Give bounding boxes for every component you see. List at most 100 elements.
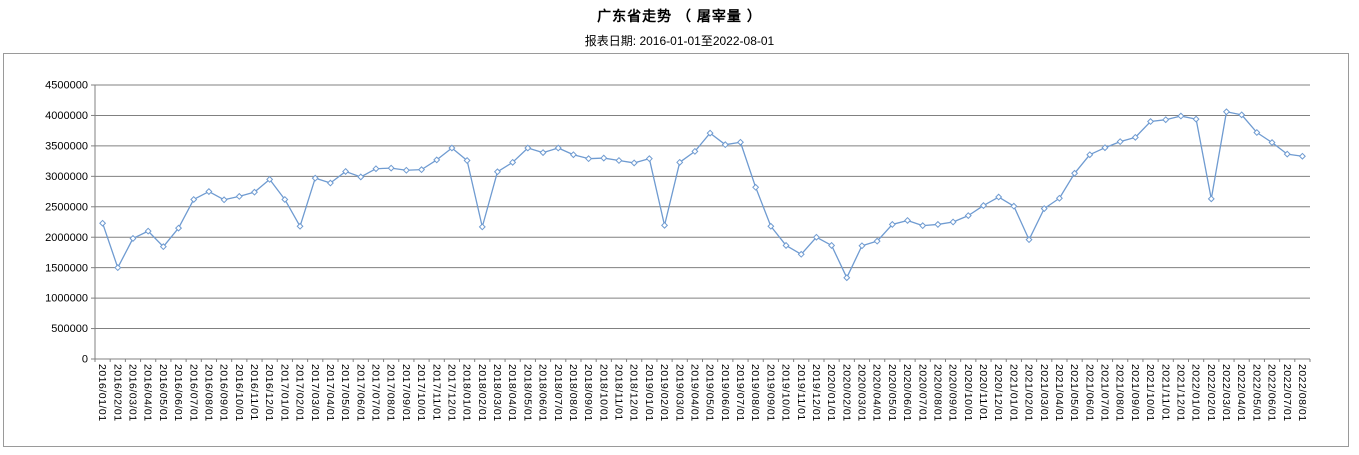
x-tick-label: 2021/07/01 [1099, 364, 1111, 422]
x-tick-label: 2018/08/01 [567, 364, 579, 422]
x-tick-label: 2017/09/01 [400, 364, 412, 422]
data-point-marker [1086, 151, 1094, 159]
data-point-marker [250, 188, 258, 196]
data-point-marker [342, 167, 350, 175]
x-tick-label: 2017/08/01 [385, 364, 397, 422]
x-tick-label: 2018/11/01 [613, 364, 625, 421]
data-point-marker [205, 188, 213, 196]
data-point-marker [1192, 115, 1200, 123]
x-tick-label: 2016/04/01 [142, 364, 154, 422]
data-point-marker [949, 218, 957, 226]
data-point-marker [828, 241, 836, 249]
x-tick-label: 2016/06/01 [172, 364, 184, 422]
x-tick-label: 2016/05/01 [157, 364, 169, 422]
data-point-marker [220, 196, 228, 204]
data-point-marker [858, 242, 866, 250]
x-tick-label: 2016/10/01 [233, 364, 245, 422]
data-point-marker [311, 174, 319, 182]
y-tick-label: 0 [82, 354, 88, 366]
data-point-marker [995, 193, 1003, 201]
data-point-marker [645, 155, 653, 163]
x-tick-label: 2021/06/01 [1083, 364, 1095, 422]
x-tick-label: 2018/09/01 [582, 364, 594, 422]
data-point-marker [372, 165, 380, 173]
x-tick-label: 2018/06/01 [537, 364, 549, 422]
x-tick-label: 2020/07/01 [916, 364, 928, 422]
y-tick-label: 500000 [51, 323, 88, 335]
data-point-marker [752, 183, 760, 191]
x-tick-label: 2020/11/01 [977, 364, 989, 421]
y-tick-label: 2500000 [45, 201, 88, 213]
x-tick-label: 2019/06/01 [719, 364, 731, 422]
x-tick-label: 2018/12/01 [628, 364, 640, 422]
data-point-marker [888, 220, 896, 228]
x-tick-label: 2016/09/01 [218, 364, 230, 422]
data-point-marker [266, 175, 274, 183]
x-tick-label: 2020/04/01 [871, 364, 883, 422]
x-tick-label: 2022/07/01 [1281, 364, 1293, 422]
x-tick-label: 2018/07/01 [552, 364, 564, 422]
data-point-marker [509, 158, 517, 166]
data-point-marker [1116, 138, 1124, 146]
x-tick-label: 2016/08/01 [202, 364, 214, 422]
data-point-marker [1207, 195, 1215, 203]
x-tick-label: 2016/02/01 [111, 364, 123, 422]
data-point-marker [190, 195, 198, 203]
data-point-marker [706, 129, 714, 137]
x-tick-label: 2017/10/01 [415, 364, 427, 422]
data-point-marker [1268, 139, 1276, 147]
data-point-marker [114, 264, 122, 272]
x-tick-label: 2020/02/01 [840, 364, 852, 422]
x-tick-label: 2017/12/01 [445, 364, 457, 422]
x-tick-label: 2020/01/01 [825, 364, 837, 422]
data-point-marker [1177, 112, 1185, 120]
x-tick-label: 2021/02/01 [1023, 364, 1035, 422]
data-point-marker [296, 222, 304, 230]
data-point-marker [129, 234, 137, 242]
data-point-marker [767, 222, 775, 230]
y-tick-label: 4000000 [45, 110, 88, 122]
data-point-marker [175, 224, 183, 232]
x-tick-label: 2019/12/01 [810, 364, 822, 422]
x-tick-label: 2022/04/01 [1235, 364, 1247, 422]
x-tick-label: 2020/08/01 [931, 364, 943, 422]
x-tick-label: 2021/08/01 [1114, 364, 1126, 422]
x-tick-label: 2019/10/01 [780, 364, 792, 422]
data-point-marker [812, 233, 820, 241]
y-tick-label: 1000000 [45, 293, 88, 305]
x-tick-label: 2019/04/01 [688, 364, 700, 422]
chart-outer-border [3, 53, 1349, 447]
data-point-marker [478, 223, 486, 231]
data-point-marker [630, 159, 638, 167]
x-tick-label: 2018/05/01 [521, 364, 533, 422]
chart-title: 广东省走势 （ 屠宰量 ） [597, 8, 762, 24]
report-date-subtitle: 报表日期: 2016-01-01至2022-08-01 [584, 34, 775, 48]
data-point-marker [1147, 118, 1155, 126]
x-tick-label: 2018/03/01 [491, 364, 503, 422]
x-tick-label: 2018/02/01 [476, 364, 488, 422]
x-tick-label: 2018/01/01 [461, 364, 473, 422]
x-tick-label: 2018/04/01 [506, 364, 518, 422]
data-point-marker [1253, 128, 1261, 137]
data-point-marker [1222, 108, 1230, 116]
data-point-marker [585, 155, 593, 163]
x-tick-label: 2017/07/01 [370, 364, 382, 422]
data-point-marker [99, 219, 107, 227]
data-point-marker [600, 154, 608, 162]
data-point-marker [1071, 169, 1079, 177]
data-point-marker [964, 212, 972, 220]
x-tick-label: 2020/05/01 [886, 364, 898, 422]
data-point-marker [554, 144, 562, 152]
x-tick-label: 2022/02/01 [1205, 364, 1217, 422]
data-point-marker [1010, 202, 1018, 210]
x-tick-label: 2019/03/01 [673, 364, 685, 422]
x-tick-label: 2021/03/01 [1038, 364, 1050, 422]
data-point-marker [843, 274, 851, 282]
x-tick-label: 2020/09/01 [947, 364, 959, 422]
y-tick-label: 3000000 [45, 171, 88, 183]
x-tick-label: 2017/05/01 [339, 364, 351, 422]
data-point-marker [1162, 116, 1170, 124]
x-tick-label: 2021/09/01 [1129, 364, 1141, 422]
x-tick-label: 2018/10/01 [597, 364, 609, 422]
